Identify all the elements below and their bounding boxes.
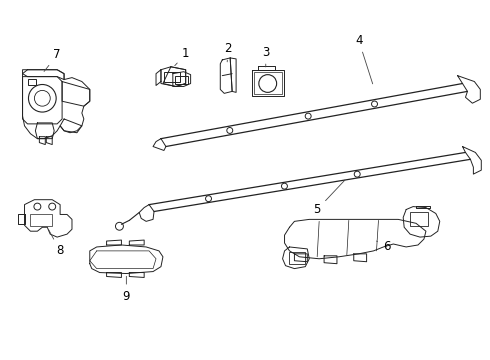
- Text: 9: 9: [122, 276, 130, 303]
- Bar: [175, 76, 188, 84]
- Text: 7: 7: [44, 49, 61, 72]
- Text: 1: 1: [175, 48, 190, 66]
- Bar: [30, 215, 52, 226]
- Bar: [254, 72, 282, 94]
- Bar: [290, 252, 305, 264]
- Text: 4: 4: [355, 34, 373, 84]
- Bar: [28, 78, 36, 85]
- Text: 2: 2: [224, 41, 232, 62]
- Text: 5: 5: [314, 180, 345, 216]
- Text: 8: 8: [49, 230, 64, 257]
- Text: 3: 3: [262, 45, 270, 67]
- Bar: [410, 212, 428, 226]
- Text: 6: 6: [376, 240, 390, 253]
- Bar: [164, 72, 180, 82]
